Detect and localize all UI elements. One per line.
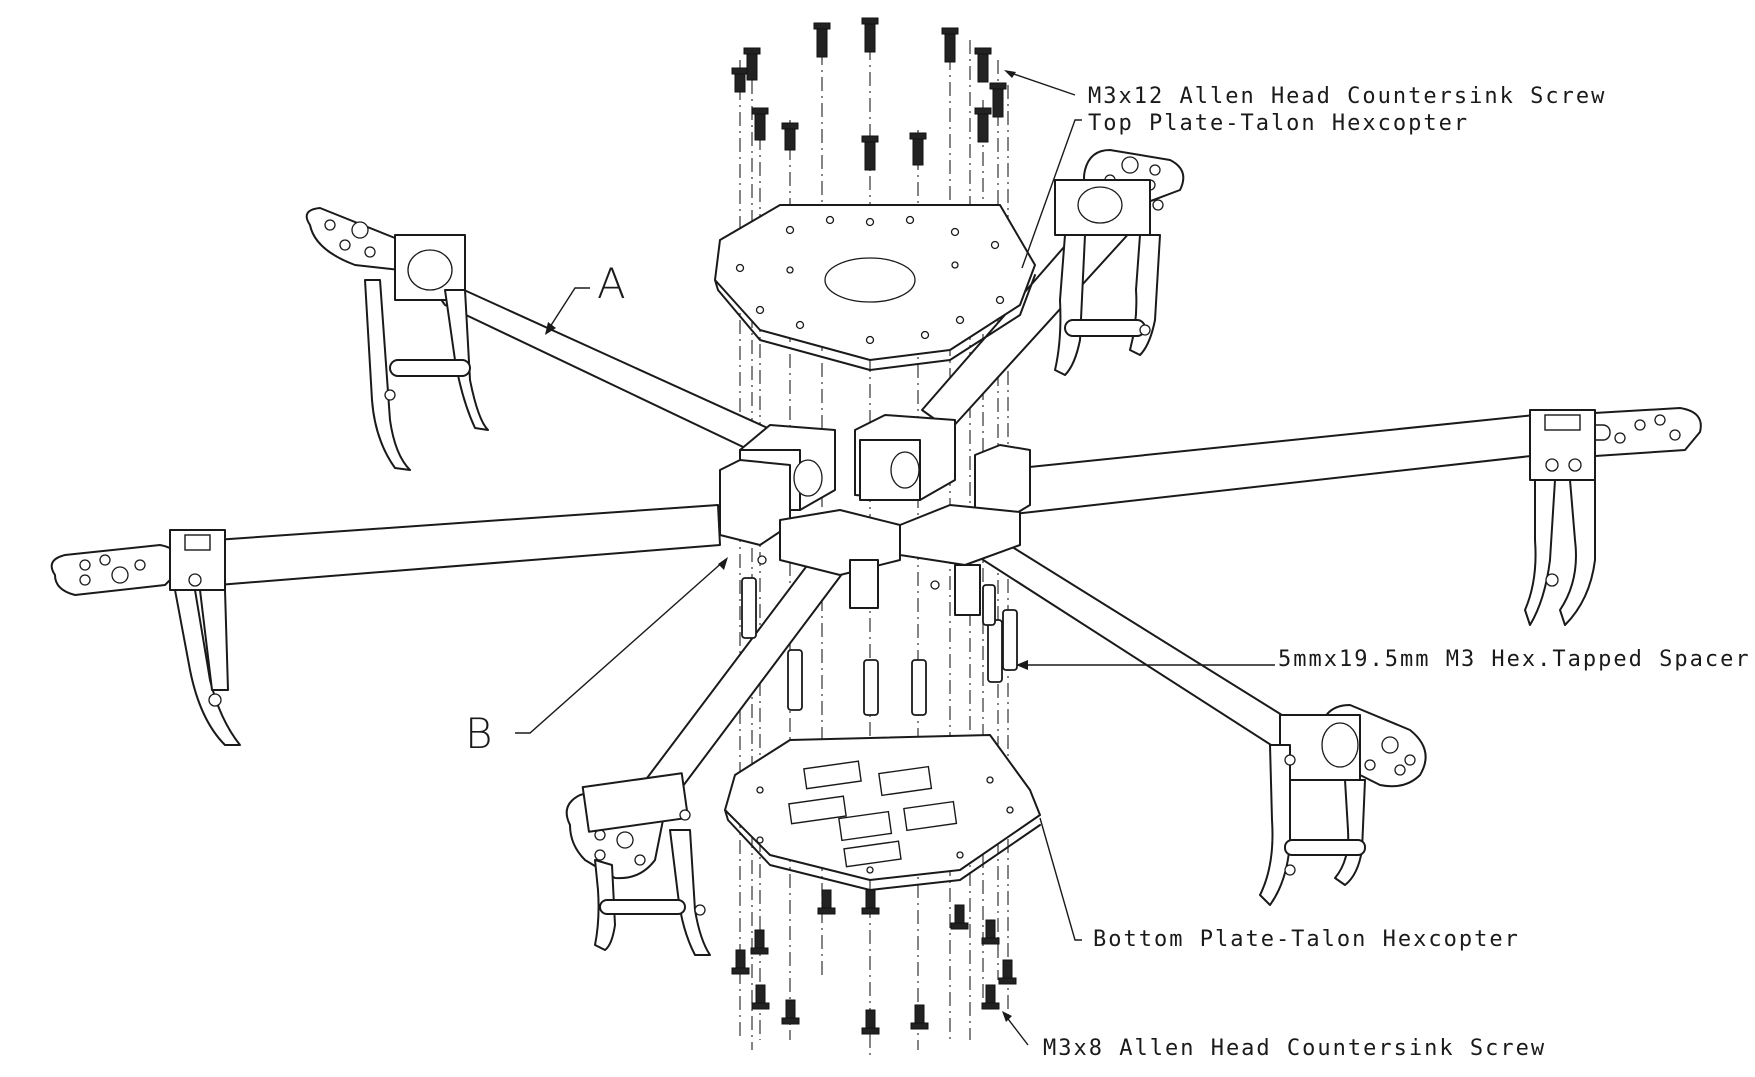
label-bottom-screw: M3x8 Allen Head Countersink Screw: [1043, 1036, 1546, 1061]
center-hub: [719, 414, 1031, 616]
bottom-screws: [731, 889, 1017, 1035]
label-top-plate: Top Plate-Talon Hexcopter: [1088, 111, 1469, 136]
leader-lines: [515, 70, 1275, 1046]
bottom-plate: [724, 734, 1041, 891]
label-spacer: 5mmx19.5mm M3 Hex.Tapped Spacer: [1278, 647, 1751, 672]
motor-mount-upper-left: [305, 207, 489, 471]
top-plate: [714, 204, 1036, 371]
label-bottom-plate: Bottom Plate-Talon Hexcopter: [1093, 927, 1520, 952]
motor-mount-lower-left: [565, 772, 711, 956]
label-top-screw: M3x12 Allen Head Countersink Screw: [1088, 84, 1606, 109]
callout-a: A: [597, 259, 626, 308]
motor-mount-lower-right: [1259, 704, 1427, 906]
motor-mount-far-right: [1524, 407, 1702, 626]
callout-b: B: [465, 709, 493, 758]
annotations: M3x12 Allen Head Countersink Screw Top P…: [465, 84, 1751, 1061]
top-screws: [731, 17, 1007, 171]
motor-mount-upper-right: [1054, 149, 1185, 376]
motor-mount-far-left: [50, 529, 241, 746]
hex-spacers: [741, 577, 1018, 716]
